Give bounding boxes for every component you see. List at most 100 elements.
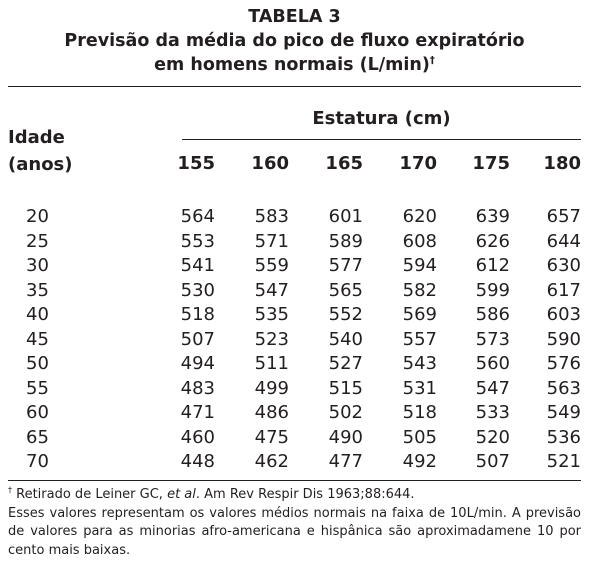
value-cell: 507 bbox=[475, 451, 510, 472]
value-cell: 507 bbox=[180, 328, 215, 350]
value-cell: 564 bbox=[180, 206, 215, 227]
value-cell: 486 bbox=[254, 402, 289, 423]
value-cell: 639 bbox=[475, 206, 510, 227]
table-row: 65 460 475 490 505 520 536 bbox=[0, 426, 589, 450]
value-cell: 565 bbox=[328, 279, 363, 301]
value-cell: 502 bbox=[328, 402, 363, 423]
value-cell: 563 bbox=[546, 377, 581, 399]
note-footnote: Esses valores representam os valores méd… bbox=[8, 505, 581, 558]
age-cell: 60 bbox=[26, 402, 49, 423]
value-cell: 536 bbox=[546, 426, 581, 448]
value-cell: 590 bbox=[546, 328, 581, 350]
value-cell: 583 bbox=[254, 206, 289, 227]
column-header: 175 bbox=[472, 153, 510, 174]
stub-header: Idade (anos) bbox=[8, 124, 73, 178]
value-cell: 557 bbox=[402, 328, 437, 350]
age-cell: 25 bbox=[26, 230, 49, 252]
spanner-header: Estatura (cm) bbox=[312, 108, 451, 129]
value-cell: 462 bbox=[254, 451, 289, 472]
value-cell: 518 bbox=[402, 402, 437, 423]
stub-header-label: Idade bbox=[8, 127, 65, 148]
table-row: 25 553 571 589 608 626 644 bbox=[0, 230, 589, 254]
column-header: 165 bbox=[325, 153, 363, 174]
spanner-rule bbox=[182, 139, 581, 140]
table-row: 70 448 462 477 492 507 521 bbox=[0, 450, 589, 474]
value-cell: 494 bbox=[180, 353, 215, 374]
value-cell: 483 bbox=[180, 377, 215, 399]
footnotes: † Retirado de Leiner GC, et al. Am Rev R… bbox=[8, 486, 581, 560]
value-cell: 547 bbox=[254, 279, 289, 301]
value-cell: 515 bbox=[328, 377, 363, 399]
value-cell: 475 bbox=[254, 426, 289, 448]
table-caption-line-2: em homens normais (L/min)† bbox=[0, 53, 589, 77]
value-cell: 511 bbox=[254, 353, 289, 374]
source-citation: . Am Rev Respir Dis 1963;88:644. bbox=[195, 487, 415, 502]
value-cell: 599 bbox=[475, 279, 510, 301]
column-header: 160 bbox=[251, 153, 289, 174]
value-cell: 644 bbox=[546, 230, 581, 252]
value-cell: 612 bbox=[475, 255, 510, 276]
value-cell: 576 bbox=[546, 353, 581, 374]
value-cell: 553 bbox=[180, 230, 215, 252]
value-cell: 543 bbox=[402, 353, 437, 374]
value-cell: 620 bbox=[402, 206, 437, 227]
value-cell: 535 bbox=[254, 304, 289, 325]
value-cell: 603 bbox=[546, 304, 581, 325]
value-cell: 523 bbox=[254, 328, 289, 350]
value-cell: 520 bbox=[475, 426, 510, 448]
table-row: 50 494 511 527 543 560 576 bbox=[0, 352, 589, 376]
value-cell: 560 bbox=[475, 353, 510, 374]
value-cell: 586 bbox=[475, 304, 510, 325]
value-cell: 617 bbox=[546, 279, 581, 301]
column-header: 155 bbox=[177, 153, 215, 174]
source-italic: et al bbox=[167, 487, 196, 502]
value-cell: 626 bbox=[475, 230, 510, 252]
table-row: 55 483 499 515 531 547 563 bbox=[0, 377, 589, 401]
value-cell: 541 bbox=[180, 255, 215, 276]
table-row: 45 507 523 540 557 573 590 bbox=[0, 328, 589, 352]
value-cell: 601 bbox=[328, 206, 363, 227]
age-cell: 30 bbox=[26, 255, 49, 276]
value-cell: 630 bbox=[546, 255, 581, 276]
value-cell: 460 bbox=[180, 426, 215, 448]
value-cell: 540 bbox=[328, 328, 363, 350]
table-row: 35 530 547 565 582 599 617 bbox=[0, 279, 589, 303]
value-cell: 471 bbox=[180, 402, 215, 423]
value-cell: 573 bbox=[475, 328, 510, 350]
bottom-rule bbox=[8, 480, 581, 481]
value-cell: 569 bbox=[402, 304, 437, 325]
value-cell: 477 bbox=[328, 451, 363, 472]
dagger-mark: † bbox=[429, 55, 435, 67]
value-cell: 499 bbox=[254, 377, 289, 399]
table-title: TABELA 3 Previsão da média do pico de fl… bbox=[0, 5, 589, 77]
value-cell: 657 bbox=[546, 206, 581, 227]
value-cell: 549 bbox=[546, 402, 581, 423]
value-cell: 589 bbox=[328, 230, 363, 252]
value-cell: 490 bbox=[328, 426, 363, 448]
age-cell: 40 bbox=[26, 304, 49, 325]
dagger-mark: † bbox=[8, 485, 12, 495]
value-cell: 552 bbox=[328, 304, 363, 325]
caption-text: em homens normais (L/min) bbox=[154, 55, 430, 75]
age-cell: 20 bbox=[26, 206, 49, 227]
value-cell: 559 bbox=[254, 255, 289, 276]
table-row: 40 518 535 552 569 586 603 bbox=[0, 303, 589, 327]
value-cell: 518 bbox=[180, 304, 215, 325]
age-cell: 45 bbox=[26, 328, 49, 350]
age-cell: 55 bbox=[26, 377, 49, 399]
source-text: Retirado de Leiner GC, bbox=[12, 487, 168, 502]
value-cell: 533 bbox=[475, 402, 510, 423]
value-cell: 521 bbox=[546, 451, 581, 472]
top-rule bbox=[8, 86, 581, 87]
age-cell: 35 bbox=[26, 279, 49, 301]
value-cell: 530 bbox=[180, 279, 215, 301]
table-row: 60 471 486 502 518 533 549 bbox=[0, 401, 589, 425]
value-cell: 505 bbox=[402, 426, 437, 448]
value-cell: 582 bbox=[402, 279, 437, 301]
table-caption-line-1: Previsão da média do pico de fluxo expir… bbox=[64, 31, 525, 51]
value-cell: 608 bbox=[402, 230, 437, 252]
age-cell: 50 bbox=[26, 353, 49, 374]
age-cell: 70 bbox=[26, 451, 49, 472]
column-header: 170 bbox=[399, 153, 437, 174]
stub-header-unit: (anos) bbox=[8, 154, 73, 175]
